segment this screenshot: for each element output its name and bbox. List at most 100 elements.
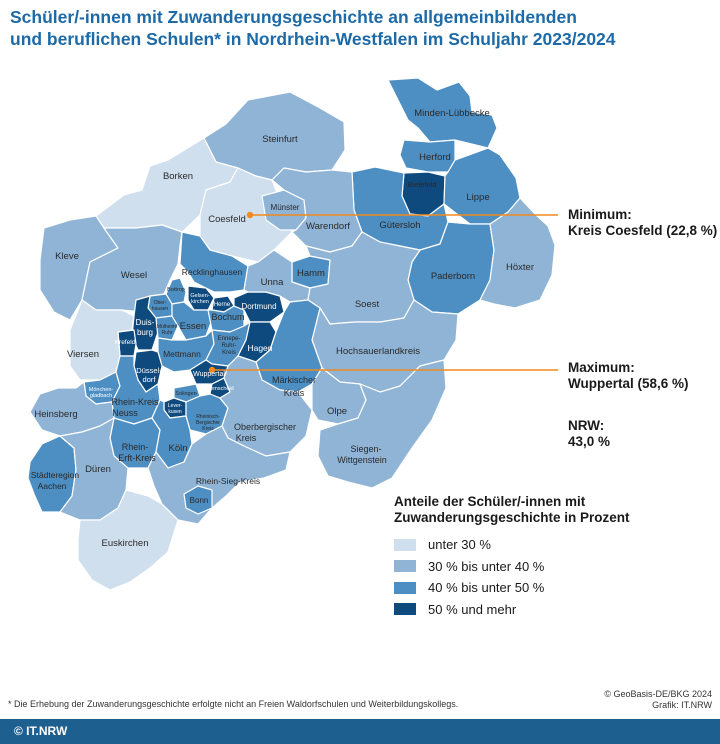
region-borken [95, 137, 239, 233]
minimum-callout: Minimum: Kreis Coesfeld (22,8 %) [568, 207, 717, 239]
region-label-wuppertal: Wuppertal [193, 371, 225, 378]
region-label-kleve: Kleve [55, 251, 79, 262]
region-label-coesfeld: Coesfeld [208, 214, 246, 225]
credits-grafik: Grafik: IT.NRW [652, 700, 712, 710]
region-label-höxter: Höxter [506, 262, 534, 273]
credits-geobasis: © GeoBasis-DE/BKG 2024 [604, 689, 712, 699]
maximum-value: Wuppertal (58,6 %) [568, 376, 689, 391]
legend-swatch [394, 603, 416, 616]
legend-title-line-1: Anteile der Schüler/-innen mit [394, 494, 586, 509]
legend-label: 50 % und mehr [428, 601, 517, 617]
region-label-remscheid: Remscheid [206, 386, 234, 392]
region-label-oberhausen: Ober- [154, 300, 167, 306]
region-label-wesel: Wesel [121, 270, 147, 281]
region-label-rheinisch-bergischer-kreis: Kreis [202, 426, 214, 432]
region-label-mönchen-gladbach: Mönchen- [89, 387, 114, 393]
legend-item-30-to-40: 30 % bis unter 40 % [394, 556, 714, 578]
legend-title: Anteile der Schüler/-innen mit Zuwanderu… [394, 494, 714, 526]
region-euskirchen [77, 489, 179, 591]
minimum-callout-dot [246, 211, 254, 219]
region-label-duisburg: Duis- [136, 318, 155, 327]
region-label-heinsberg: Heinsberg [34, 409, 77, 420]
legend-swatch [394, 538, 416, 551]
callout-lines [208, 211, 558, 374]
minimum-label: Minimum: [568, 207, 632, 222]
region-label-herne: Herne [214, 302, 231, 308]
region-label-siegen-wittgenstein: Wittgenstein [337, 455, 387, 465]
maximum-label: Maximum: [568, 360, 635, 375]
region-label-hochsauerlandkreis: Hochsauerlandkreis [336, 346, 420, 357]
legend-title-line-2: Zuwanderungsgeschichte in Prozent [394, 510, 630, 525]
region-label-ennepe-ruhr-kreis: Ruhr- [221, 343, 236, 349]
region-label-steinfurt: Steinfurt [262, 134, 298, 145]
region-label-gelsen-kirchen: kirchen [191, 299, 209, 305]
region-höxter [479, 197, 556, 309]
region-label-mönchen-gladbach: gladbach [90, 393, 112, 399]
legend-item-40-to-50: 40 % bis unter 50 % [394, 577, 714, 599]
legend-label: 30 % bis unter 40 % [428, 558, 545, 574]
region-rhein-sieg-kreis [147, 425, 291, 525]
title-line-1: Schüler/-innen mit Zuwanderungsgeschicht… [10, 7, 577, 27]
legend-swatch [394, 560, 416, 573]
region-label-leverkusen: Lever- [168, 403, 183, 409]
region-label-rhein-sieg-kreis: Rhein-Sieg-Kreis [196, 476, 260, 486]
region-label-warendorf: Warendorf [306, 221, 350, 232]
region-label-siegen-wittgenstein: Siegen- [350, 444, 381, 454]
region-label-unna: Unna [261, 277, 284, 288]
region-label-recklinghausen: Recklinghausen [182, 267, 243, 277]
region-label-herford: Herford [419, 152, 451, 163]
region-label-bochum: Bochum [211, 312, 244, 322]
region-label-köln: Köln [168, 443, 187, 454]
region-label-olpe: Olpe [327, 406, 347, 417]
region-mülheim-ruhr [155, 315, 179, 341]
region-label-ennepe-ruhr-kreis: Ennepe- [218, 336, 241, 342]
footer-bar: © IT.NRW [0, 719, 720, 744]
region-label-märkischer-kreis: Kreis [284, 388, 305, 398]
minimum-value: Kreis Coesfeld (22,8 %) [568, 223, 718, 238]
legend-swatch [394, 581, 416, 594]
region-label-essen: Essen [180, 321, 206, 332]
region-label-minden-lübbecke: Minden-Lübbecke [414, 108, 490, 119]
region-label-städteregion-aachen: Aachen [38, 481, 67, 491]
nrw-value: 43,0 % [568, 434, 611, 449]
region-label-leverkusen: kusen [168, 409, 182, 415]
region-label-städteregion-aachen: Städteregion [31, 470, 79, 480]
region-label-rheinisch-bergischer-kreis: Bergischer [196, 420, 220, 426]
maximum-callout: Maximum: Wuppertal (58,6 %) [568, 360, 689, 392]
region-siegen-wittgenstein [317, 359, 447, 489]
region-label-krefeld: Krefeld [115, 339, 136, 346]
region-label-rhein-erft-kreis: Rhein- [122, 442, 149, 452]
region-label-viersen: Viersen [67, 349, 99, 360]
region-label-ennepe-ruhr-kreis: Kreis [222, 350, 236, 356]
title-line-2: und beruflichen Schulen* in Nordrhein-We… [10, 29, 616, 49]
region-heinsberg [29, 381, 115, 437]
map-title: Schüler/-innen mit Zuwanderungsgeschicht… [10, 6, 710, 50]
legend: Anteile der Schüler/-innen mit Zuwanderu… [394, 494, 714, 620]
region-labels: Minden-Lübbecke Herford Bielefeld Lippe Güte… [31, 108, 534, 549]
region-label-mettmann: Mettmann [163, 349, 201, 359]
region-label-hamm: Hamm [297, 268, 325, 279]
region-label-rhein-erft-kreis: Erft-Kreis [118, 453, 156, 463]
region-label-bonn: Bonn [190, 496, 209, 505]
nrw-average: NRW: 43,0 % [568, 418, 610, 450]
region-label-mülheim-ruhr: Mülheim/ [157, 324, 178, 330]
regions-layer [27, 77, 556, 591]
region-essen [171, 301, 213, 341]
region-label-düsseldorf: dorf [143, 375, 157, 384]
region-label-oberhausen: hausen [152, 306, 169, 312]
legend-item-under-30: unter 30 % [394, 534, 714, 556]
region-label-soest: Soest [355, 299, 380, 310]
region-label-borken: Borken [163, 171, 193, 182]
region-label-lippe: Lippe [466, 192, 489, 203]
region-label-gelsen-kirchen: Gelsen- [190, 293, 209, 299]
region-label-oberbergischer-kreis: Oberbergischer [234, 422, 296, 432]
region-label-münster: Münster [271, 203, 300, 212]
region-minden-lübbecke [387, 77, 498, 149]
region-label-bielefeld: Bielefeld [408, 180, 437, 189]
region-label-mülheim-ruhr: Ruhr [162, 330, 173, 336]
region-label-rheinisch-bergischer-kreis: Rheinisch- [196, 414, 220, 420]
legend-label: unter 30 % [428, 537, 491, 553]
region-label-hagen: Hagen [247, 343, 272, 353]
credits: © GeoBasis-DE/BKG 2024 Grafik: IT.NRW [604, 689, 712, 711]
region-label-rhein-kreis-neuss: Rhein-Kreis [111, 397, 159, 407]
